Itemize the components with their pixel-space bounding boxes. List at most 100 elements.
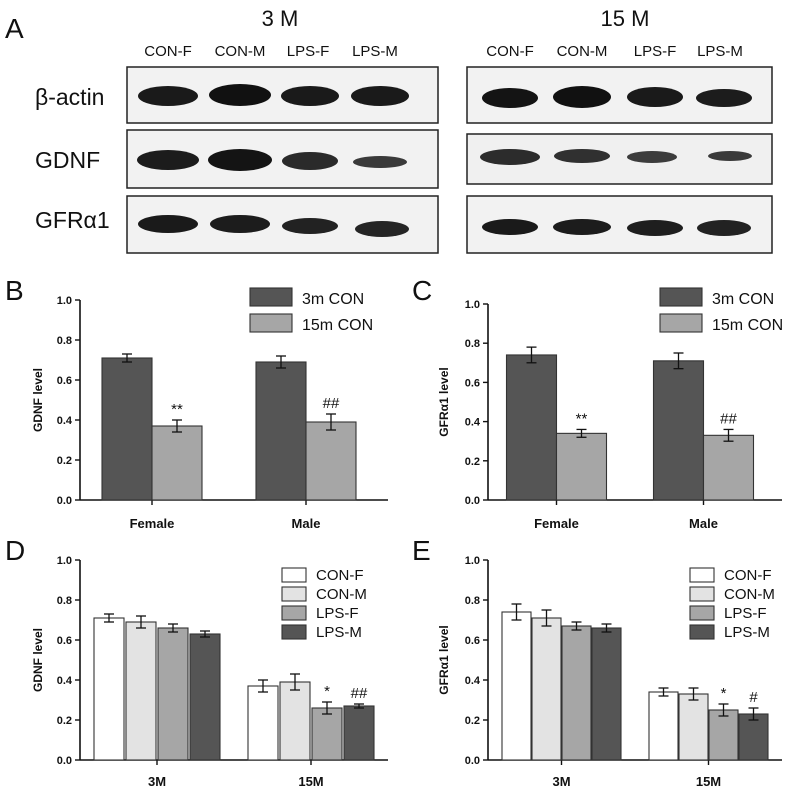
blot-band [282,218,338,234]
y-tick-label: 0.6 [57,635,72,647]
y-tick-label: 1.0 [465,299,480,311]
legend-label: 15m CON [302,317,373,334]
y-tick-label: 1.0 [57,295,72,307]
legend-swatch [281,624,307,640]
legend-swatch [689,586,715,602]
blot-band [137,150,199,170]
panel-a: A 3 M 15 M CON-F CON-M LPS-F LPS-M CON-F… [5,6,773,254]
legend-swatch [689,605,715,621]
chart-panel-e: E 0.0 0.2 0.4 0.6 0.8 1.0 GFRα1 level 3M 15M * # CON… [412,535,782,789]
lane-label: LPS-M [697,43,743,60]
legend-label: 3m CON [302,291,364,308]
bar-charts: B 0.0 0.2 0.4 0.6 0.8 1.0 GDNF level Female ** Mal… [5,275,783,789]
legend-swatch [281,605,307,621]
bar [151,425,203,501]
legend-label: LPS-F [316,605,359,622]
bar [561,625,592,761]
blot-band [697,220,751,236]
bar [501,611,532,761]
x-tick-label: 15M [696,774,721,789]
panel-letter-a: A [5,13,24,44]
blot-row-label-beta-actin: β-actin [35,84,104,110]
blot-band [281,86,339,106]
chart-panel-d: D 0.0 0.2 0.4 0.6 0.8 1.0 GDNF level 3M 15M * ## CON… [5,535,388,789]
blot-band [627,87,683,107]
blot-band [208,149,272,171]
legend-label: 15m CON [712,317,783,334]
bar [189,633,221,761]
panel-letter-d: D [5,535,25,566]
significance-marker: ## [720,410,737,427]
y-tick-label: 0.4 [465,675,481,687]
y-axis-label: GDNF level [31,368,45,432]
bar [531,617,562,761]
blot-band [482,219,538,235]
blot-band [554,149,610,163]
bar [305,421,357,501]
lane-label: CON-M [215,43,266,60]
y-tick-label: 0.4 [57,415,73,427]
significance-marker: ** [171,401,183,418]
significance-marker: * [721,685,727,702]
y-tick-label: 0.6 [465,635,480,647]
y-axis-label: GDNF level [31,628,45,692]
bar [555,432,608,501]
bar [279,681,311,761]
y-tick-label: 0.2 [57,715,72,727]
y-tick-label: 0.2 [465,456,480,468]
lane-label: CON-M [557,43,608,60]
y-tick-label: 0.8 [465,595,480,607]
blot-band [210,215,270,233]
lane-label: LPS-M [352,43,398,60]
x-tick-label: Female [130,516,175,531]
y-tick-label: 0.4 [465,417,481,429]
panel-letter-b: B [5,275,24,306]
x-tick-label: 15M [298,774,323,789]
y-tick-label: 0.0 [57,755,72,767]
blot-band [480,149,540,165]
legend-label: LPS-M [316,624,362,641]
x-tick-label: 3M [552,774,570,789]
blot-band [353,156,407,168]
chart-panel-c: C 0.0 0.2 0.4 0.6 0.8 1.0 GFRα1 level Female ** Ma… [412,275,783,531]
blot-row-label-gfra1: GFRα1 [35,207,110,233]
y-tick-label: 0.0 [465,495,480,507]
bar [93,617,125,761]
y-tick-label: 0.8 [57,335,72,347]
bar [343,705,375,761]
blot-band [708,151,752,161]
blot-band [138,86,198,106]
blot-band [138,215,198,233]
bar [738,713,769,761]
y-tick-label: 0.2 [465,715,480,727]
lane-label: CON-F [144,43,192,60]
blot-band [209,84,271,106]
chart-panel-b: B 0.0 0.2 0.4 0.6 0.8 1.0 GDNF level Female ** Mal… [5,275,388,531]
y-axis-label: GFRα1 level [437,367,451,436]
legend-label: 3m CON [712,291,774,308]
blot-band [355,221,409,237]
legend-swatch [689,624,715,640]
lane-label: LPS-F [287,43,330,60]
blot-band [482,88,538,108]
y-tick-label: 0.2 [57,455,72,467]
bar [247,685,279,761]
x-tick-label: Male [689,516,718,531]
bar [648,691,679,761]
bar [678,693,709,761]
x-tick-label: Male [292,516,321,531]
bar [125,621,157,761]
y-tick-label: 0.6 [465,377,480,389]
y-tick-label: 1.0 [57,555,72,567]
blot-band [351,86,409,106]
bar [311,707,343,761]
y-tick-label: 0.0 [57,495,72,507]
bar [591,627,622,761]
y-tick-label: 0.8 [465,338,480,350]
significance-marker: ## [323,395,340,412]
blot-band [553,86,611,108]
legend-swatch [281,586,307,602]
legend-swatch [659,287,703,307]
legend-label: CON-F [316,567,364,584]
